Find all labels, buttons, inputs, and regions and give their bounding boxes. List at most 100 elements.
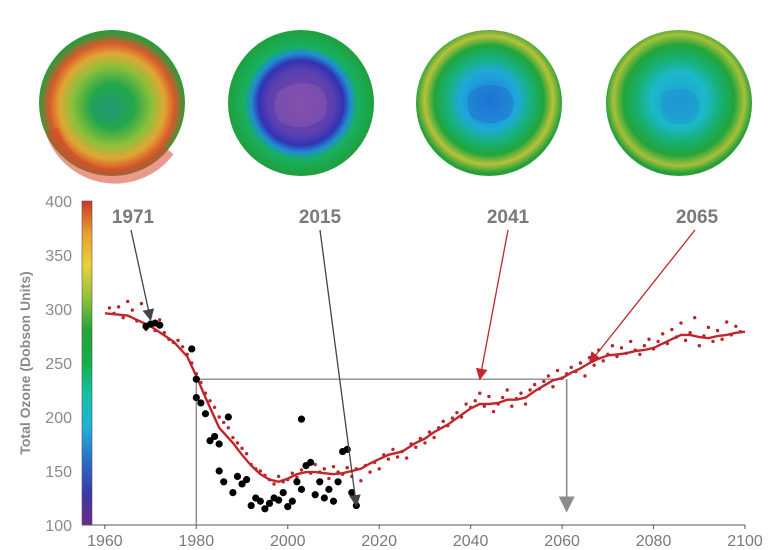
observed-point <box>192 375 200 383</box>
model-point <box>711 339 715 344</box>
model-point <box>583 374 587 378</box>
y-tick-labels: 100 150 200 250 300 350 400 <box>45 194 72 535</box>
model-point <box>391 447 395 452</box>
model-point <box>432 435 436 440</box>
model-point <box>693 315 697 320</box>
model-point <box>725 320 729 324</box>
model-point <box>116 305 121 309</box>
model-point <box>368 470 372 474</box>
x-tick-label: 2000 <box>270 533 306 550</box>
model-point <box>427 430 432 434</box>
observed-point <box>293 478 301 486</box>
y-tick-label: 200 <box>45 410 72 427</box>
model-point <box>441 419 445 424</box>
model-point <box>715 328 720 333</box>
model-point <box>532 382 537 387</box>
observed-point <box>288 497 296 505</box>
model-point <box>231 435 235 440</box>
model-point <box>345 466 349 470</box>
observed-point <box>297 415 306 423</box>
observed-point <box>247 501 255 510</box>
model-point <box>359 479 363 483</box>
x-tick-label: 2020 <box>361 533 397 550</box>
observed-point <box>215 440 223 448</box>
observed-point <box>325 485 333 493</box>
model-line-series <box>104 312 746 484</box>
observed-point <box>311 491 319 499</box>
model-point <box>327 476 331 481</box>
model-point <box>587 355 592 360</box>
model-point <box>510 404 514 408</box>
observed-point <box>192 393 200 402</box>
model-point <box>235 441 240 445</box>
observed-point <box>334 478 342 486</box>
observed-point <box>243 476 251 484</box>
y-tick-label: 350 <box>45 248 72 265</box>
observed-point <box>206 437 214 445</box>
model-point <box>638 352 642 357</box>
observed-point <box>279 489 287 497</box>
y-tick-label: 300 <box>45 302 72 319</box>
model-point <box>126 299 130 304</box>
colorbar <box>81 200 93 526</box>
model-point <box>660 332 665 336</box>
model-point <box>592 363 596 367</box>
observed-point <box>316 478 324 486</box>
observed-point <box>233 472 242 480</box>
observed-point <box>224 413 232 421</box>
model-point <box>683 338 688 343</box>
model-point <box>299 468 304 472</box>
model-point <box>542 379 546 384</box>
x-tick-label: 2080 <box>636 533 672 550</box>
map-arrows <box>130 229 696 507</box>
x-tick-label: 1980 <box>179 533 215 550</box>
model-point <box>217 415 221 419</box>
observed-point <box>261 505 269 513</box>
model-point <box>679 321 683 325</box>
model-point <box>121 315 125 320</box>
model-point <box>240 446 244 451</box>
ozone-map-2065 <box>606 30 752 176</box>
model-point <box>313 462 317 467</box>
model-point <box>222 420 226 425</box>
model-point <box>734 324 738 328</box>
model-point <box>505 388 509 392</box>
model-point <box>670 327 674 332</box>
model-points-series <box>107 299 743 486</box>
x-tick-labels: 1960 1980 2000 2020 2040 2060 2080 2100 <box>87 525 763 550</box>
observed-points-series <box>142 319 360 513</box>
model-point <box>628 339 633 344</box>
ozone-map-1971 <box>39 30 185 184</box>
map-year-label-2015: 2015 <box>299 207 342 228</box>
y-tick-label: 150 <box>45 464 72 481</box>
model-point <box>578 361 583 365</box>
model-point <box>226 426 231 430</box>
observed-point <box>229 489 237 497</box>
model-point <box>487 394 491 399</box>
model-point <box>482 404 487 408</box>
observed-point <box>215 467 223 475</box>
model-point <box>478 391 482 395</box>
observed-point <box>256 497 264 505</box>
y-tick-label: 400 <box>45 194 72 211</box>
model-point <box>519 391 523 395</box>
observed-point <box>275 496 283 504</box>
model-point <box>107 306 112 310</box>
model-point <box>158 318 162 322</box>
model-point <box>697 344 701 348</box>
ozone-maps <box>39 30 752 184</box>
model-point <box>212 405 217 409</box>
ozone-map-2041 <box>416 30 562 176</box>
arrow-2015 <box>319 229 361 507</box>
model-point <box>276 474 281 479</box>
arrow-1971 <box>130 229 155 321</box>
model-point <box>208 399 212 403</box>
map-year-label-2065: 2065 <box>676 207 719 228</box>
observed-point <box>284 503 292 511</box>
model-point <box>555 368 560 373</box>
model-point <box>473 399 477 403</box>
model-point <box>528 388 532 392</box>
reference-guides <box>195 378 575 525</box>
model-point <box>688 331 692 335</box>
